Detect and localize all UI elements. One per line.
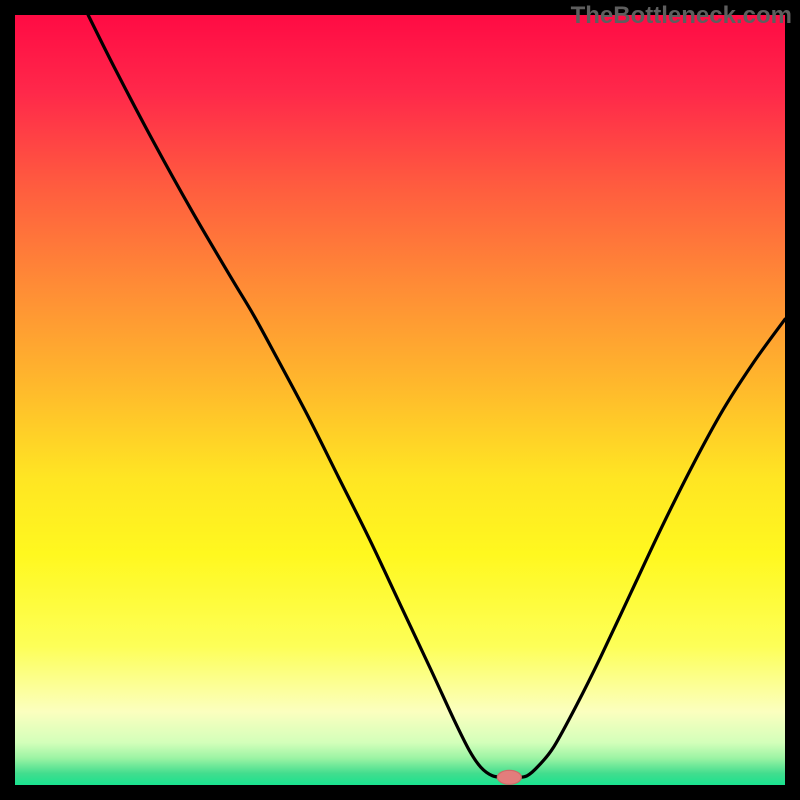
- optimal-marker: [497, 770, 521, 784]
- chart-container: TheBottleneck.com: [0, 0, 800, 800]
- plot-area: [15, 15, 785, 785]
- bottleneck-chart: [0, 0, 800, 800]
